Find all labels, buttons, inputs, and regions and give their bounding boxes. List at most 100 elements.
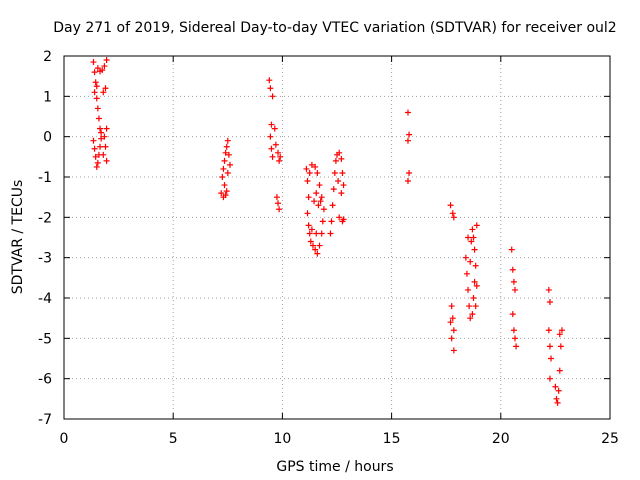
data-point: [275, 200, 282, 207]
data-point: [309, 242, 316, 249]
data-point: [332, 157, 339, 164]
data-point: [548, 355, 555, 362]
data-point: [404, 178, 411, 185]
data-point: [94, 159, 101, 166]
data-point: [510, 327, 517, 334]
data-point: [99, 67, 106, 74]
data-point: [339, 169, 346, 176]
data-point: [306, 169, 313, 176]
data-point: [556, 331, 563, 338]
data-point: [465, 234, 472, 241]
data-point: [468, 238, 475, 245]
data-point: [327, 230, 334, 237]
data-point: [473, 282, 480, 289]
data-point: [276, 206, 283, 213]
data-point: [546, 375, 553, 382]
data-point: [314, 169, 321, 176]
y-tick-label: -5: [38, 331, 52, 347]
data-point: [102, 85, 109, 92]
data-point: [97, 125, 104, 132]
data-point: [328, 218, 335, 225]
data-point: [93, 95, 100, 102]
data-point: [266, 77, 273, 84]
data-point: [546, 299, 553, 306]
data-point: [304, 210, 311, 217]
data-point: [511, 286, 518, 293]
data-point: [94, 105, 101, 112]
data-point: [219, 174, 226, 180]
axis-ticks: 0 5 10 15 20 25 -7 -6 -5 -4 -3 -2 -1 0 1 2: [38, 49, 619, 447]
y-tick-label: 0: [43, 130, 52, 146]
data-point: [447, 202, 454, 209]
y-tick-label: -7: [38, 412, 52, 428]
data-point: [317, 198, 324, 205]
data-point: [546, 343, 553, 350]
data-point: [93, 163, 100, 170]
data-point: [320, 206, 327, 213]
data-point: [100, 151, 107, 158]
y-tick-label: -3: [38, 251, 52, 267]
data-point: [315, 202, 322, 209]
data-point: [312, 246, 319, 253]
data-point: [555, 387, 562, 394]
x-tick-label: 20: [492, 431, 510, 447]
data-point: [223, 143, 230, 150]
data-point: [268, 121, 275, 128]
data-point: [319, 218, 326, 225]
grid: [64, 56, 610, 419]
data-point: [509, 311, 516, 318]
y-axis-label: SDTVAR / TECUs: [10, 180, 26, 295]
data-point: [272, 141, 279, 148]
data-point: [545, 286, 552, 293]
data-point: [450, 214, 457, 221]
data-point: [225, 151, 232, 158]
data-point: [97, 143, 104, 150]
x-tick-label: 10: [273, 431, 291, 447]
data-point: [91, 89, 98, 96]
data-point: [449, 315, 456, 322]
data-point: [275, 149, 282, 156]
data-point: [316, 242, 323, 249]
data-point: [92, 79, 99, 86]
data-point: [336, 214, 343, 221]
data-point: [469, 226, 476, 233]
data-point: [467, 315, 474, 322]
data-point: [318, 230, 325, 237]
data-point: [508, 246, 515, 253]
chart-title: Day 271 of 2019, Sidereal Day-to-day VTE…: [53, 20, 616, 36]
data-point: [465, 286, 472, 293]
data-point: [316, 182, 323, 189]
y-tick-label: 2: [43, 49, 52, 65]
data-point: [103, 125, 110, 132]
data-point: [312, 163, 319, 170]
data-point: [331, 169, 338, 176]
data-point: [220, 165, 227, 172]
data-point: [336, 149, 343, 156]
data-point: [469, 311, 476, 318]
data-point: [101, 133, 108, 140]
data-points: [90, 57, 565, 406]
x-tick-label: 15: [383, 431, 401, 447]
data-point: [305, 194, 312, 201]
data-point: [103, 57, 110, 64]
data-point: [406, 131, 413, 138]
data-point: [450, 327, 457, 334]
data-point: [473, 222, 480, 229]
data-point: [268, 145, 275, 152]
data-point: [273, 194, 280, 201]
data-point: [90, 137, 97, 144]
data-point: [471, 278, 478, 285]
data-point: [450, 347, 457, 354]
y-tick-label: -2: [38, 210, 52, 226]
data-point: [303, 165, 310, 172]
data-point: [100, 89, 107, 96]
data-point: [467, 258, 474, 265]
x-tick-label: 5: [169, 431, 178, 447]
data-point: [404, 109, 411, 116]
data-point: [226, 161, 233, 168]
y-tick-label: -4: [38, 291, 52, 307]
data-point: [462, 254, 469, 261]
data-point: [304, 178, 311, 185]
data-point: [277, 153, 284, 160]
data-point: [472, 303, 479, 310]
